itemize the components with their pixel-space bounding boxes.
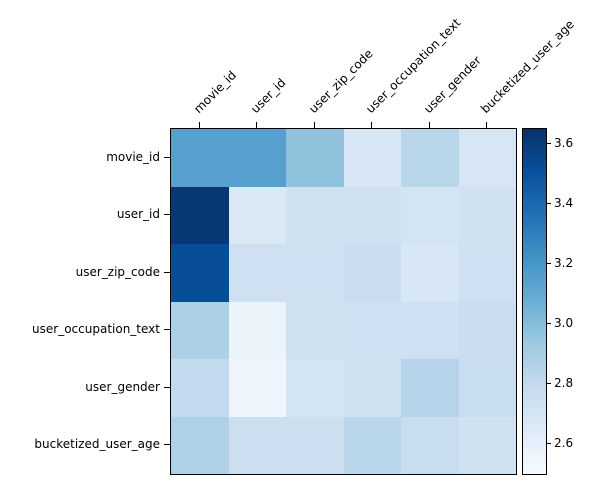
x-tick-mark [198,122,200,128]
heatmap-cell [343,186,401,244]
heatmap-cell [228,359,286,417]
row-label: user_occupation_text [32,322,160,337]
heatmap-cell [458,186,516,244]
row-label: user_zip_code [75,264,160,279]
x-tick-mark [313,122,315,128]
heatmap-cell [286,244,344,302]
heatmap-cell [343,244,401,302]
heatmap-cell [458,244,516,302]
heatmap-cell [343,359,401,417]
heatmap-cell [228,129,286,187]
heatmap-cell [286,186,344,244]
heatmap-cell [401,186,459,244]
heatmap-cell [458,359,516,417]
heatmap-grid [170,128,517,475]
row-label: movie_id [106,149,160,164]
heatmap-cell [343,129,401,187]
heatmap-cell [228,186,286,244]
row-label: user_gender [85,379,160,394]
heatmap-cell [286,416,344,474]
heatmap-cell [343,416,401,474]
heatmap-cell [171,186,229,244]
row-label: bucketized_user_age [34,437,160,452]
column-label: user_occupation_text [363,15,464,116]
heatmap-cell [401,301,459,359]
colorbar-tick-mark [547,443,551,444]
y-tick-mark [164,156,170,158]
colorbar-tick-label: 3.2 [554,256,574,270]
y-tick-mark [164,329,170,331]
heatmap-cell [286,129,344,187]
heatmap-cell [171,129,229,187]
heatmap-cell [401,244,459,302]
y-tick-mark [164,214,170,216]
colorbar-tick-label: 3.0 [554,316,574,330]
heatmap-cell [458,416,516,474]
x-tick-mark [371,122,373,128]
colorbar-tick-label: 2.8 [554,376,574,390]
column-label: bucketized_user_age [478,17,578,116]
colorbar [522,128,547,475]
column-label: user_id [248,75,289,116]
heatmap-cell [401,416,459,474]
colorbar-tick-label: 2.6 [554,436,574,450]
y-tick-mark [164,444,170,446]
x-tick-mark [256,122,258,128]
column-label: movie_id [190,68,239,116]
x-tick-mark [486,122,488,128]
heatmap-cell [228,301,286,359]
heatmap-cell [171,301,229,359]
colorbar-tick-mark [547,203,551,204]
heatmap-cell [458,301,516,359]
row-label: user_id [116,207,160,222]
heatmap-cell [228,244,286,302]
heatmap-cell [228,416,286,474]
heatmap-cell [171,416,229,474]
y-tick-mark [164,386,170,388]
colorbar-tick-mark [547,383,551,384]
y-tick-mark [164,271,170,273]
column-label: user_gender [420,53,484,116]
heatmap-cell [458,129,516,187]
heatmap-cell [286,359,344,417]
colorbar-tick-label: 3.4 [554,196,574,210]
colorbar-tick-mark [547,143,551,144]
heatmap-cell [343,301,401,359]
colorbar-tick-label: 3.6 [554,136,574,150]
colorbar-tick-mark [547,323,551,324]
heatmap-cell [171,244,229,302]
colorbar-tick-mark [547,263,551,264]
heatmap-cell [286,301,344,359]
heatmap-cell [401,129,459,187]
heatmap-cell [401,359,459,417]
heatmap-cell [171,359,229,417]
x-tick-mark [428,122,430,128]
